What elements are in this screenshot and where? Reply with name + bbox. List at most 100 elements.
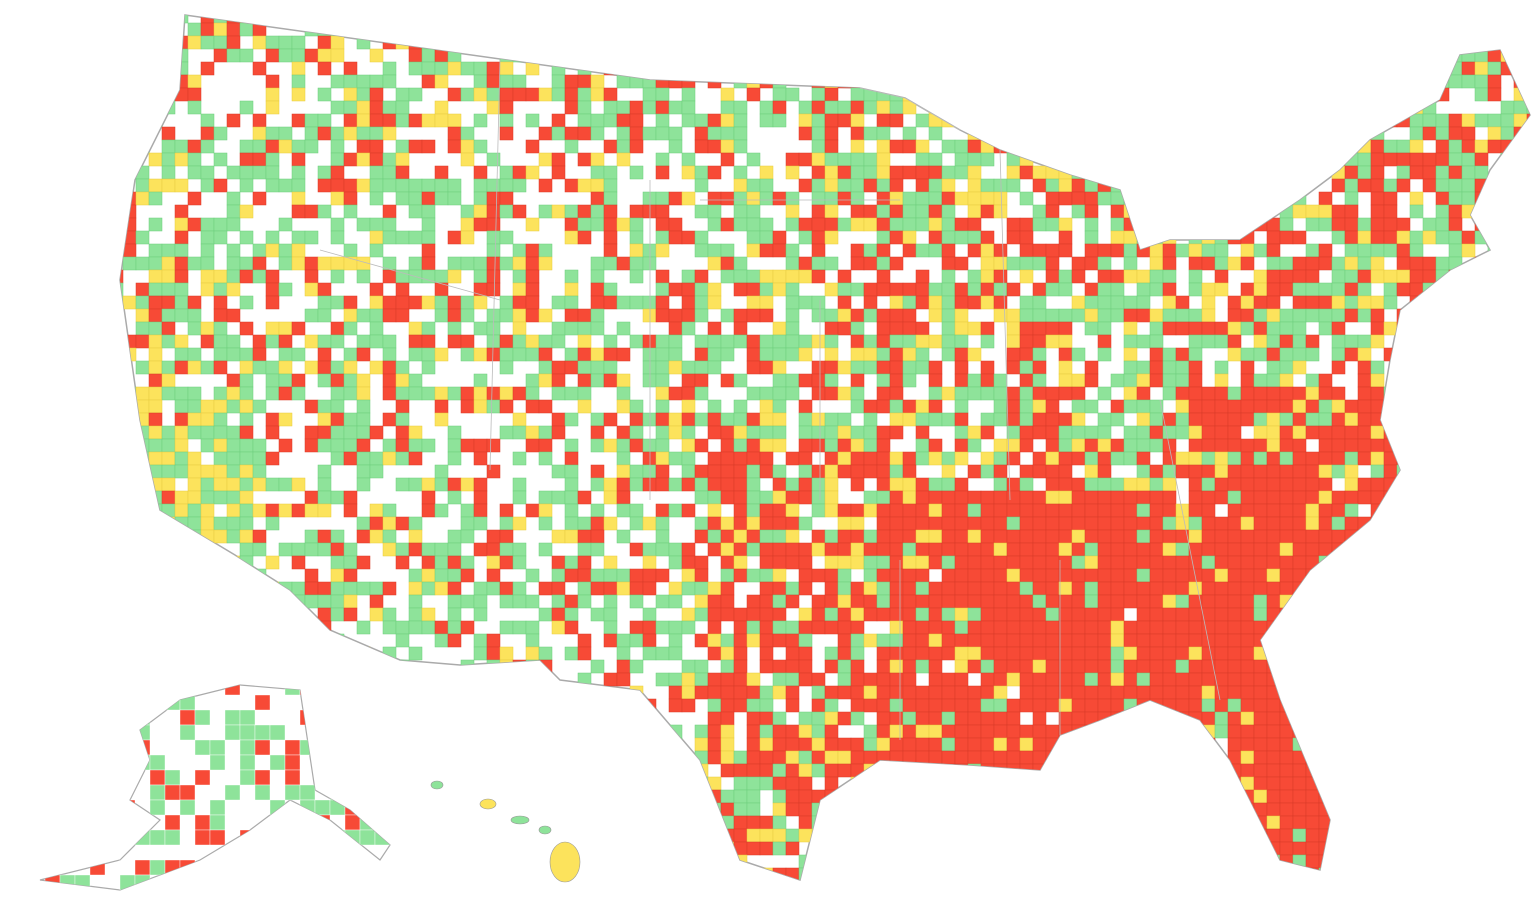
county (1084, 750, 1099, 765)
county (1526, 126, 1530, 141)
county (538, 399, 553, 414)
county (1175, 178, 1190, 193)
county (135, 48, 150, 63)
county (1123, 750, 1138, 765)
county (213, 269, 228, 284)
county (642, 243, 657, 258)
county (1149, 659, 1164, 674)
county (538, 178, 553, 193)
county (460, 737, 475, 752)
county (1448, 399, 1463, 414)
county (1513, 451, 1528, 466)
county (1370, 22, 1385, 37)
county (1240, 724, 1255, 739)
county (1045, 490, 1060, 505)
county (421, 347, 436, 362)
county (1045, 321, 1060, 336)
county (746, 685, 761, 700)
county (993, 373, 1008, 388)
county (1435, 698, 1450, 713)
county (1461, 308, 1476, 323)
county (1344, 490, 1359, 505)
county (1513, 659, 1528, 674)
county (772, 776, 787, 791)
county (1097, 191, 1112, 206)
county (1097, 74, 1112, 89)
county (785, 191, 800, 206)
county (1448, 659, 1463, 674)
county (1526, 191, 1530, 206)
county (538, 438, 553, 453)
county (655, 100, 670, 115)
county (1305, 282, 1320, 297)
county (356, 22, 371, 37)
county (1526, 607, 1530, 622)
county (1409, 555, 1424, 570)
county (343, 555, 358, 570)
county (1253, 334, 1268, 349)
county (174, 399, 189, 414)
county (317, 503, 332, 518)
county (1227, 659, 1242, 674)
county (330, 607, 345, 622)
county (1110, 217, 1125, 232)
county (1019, 685, 1034, 700)
county (122, 711, 137, 726)
county (460, 438, 475, 453)
county (564, 594, 579, 609)
county (1461, 685, 1476, 700)
county (1318, 763, 1333, 778)
county (1110, 581, 1125, 596)
county (1513, 191, 1528, 206)
county (785, 373, 800, 388)
county (122, 672, 137, 687)
county (122, 633, 137, 648)
county (1058, 126, 1073, 141)
county (1175, 35, 1190, 50)
county (668, 347, 683, 362)
county (1370, 529, 1385, 544)
county (1084, 87, 1099, 102)
county (1201, 334, 1216, 349)
county (1318, 633, 1333, 648)
county (1253, 451, 1268, 466)
county (1045, 334, 1060, 349)
county (122, 386, 137, 401)
county (200, 334, 215, 349)
county (1279, 568, 1294, 583)
county (330, 321, 345, 336)
county (603, 347, 618, 362)
county (538, 542, 553, 557)
county (876, 139, 891, 154)
county (707, 672, 722, 687)
county (265, 152, 280, 167)
county (1266, 360, 1281, 375)
county (369, 230, 384, 245)
county (1240, 490, 1255, 505)
county (1253, 243, 1268, 258)
county (161, 295, 176, 310)
county (1422, 646, 1437, 661)
county (1214, 269, 1229, 284)
county (174, 230, 189, 245)
county (1175, 204, 1190, 219)
county (499, 35, 514, 50)
county (629, 412, 644, 427)
county (161, 438, 176, 453)
county (1175, 672, 1190, 687)
county (408, 139, 423, 154)
county (1240, 373, 1255, 388)
county (629, 295, 644, 310)
county (889, 48, 904, 63)
county (1279, 48, 1294, 63)
county (200, 438, 215, 453)
county (785, 555, 800, 570)
county (1422, 282, 1437, 297)
county (1123, 646, 1138, 661)
county (1136, 724, 1151, 739)
county (1396, 425, 1411, 440)
county (525, 776, 540, 791)
county (408, 61, 423, 76)
county (1266, 74, 1281, 89)
county (811, 568, 826, 583)
